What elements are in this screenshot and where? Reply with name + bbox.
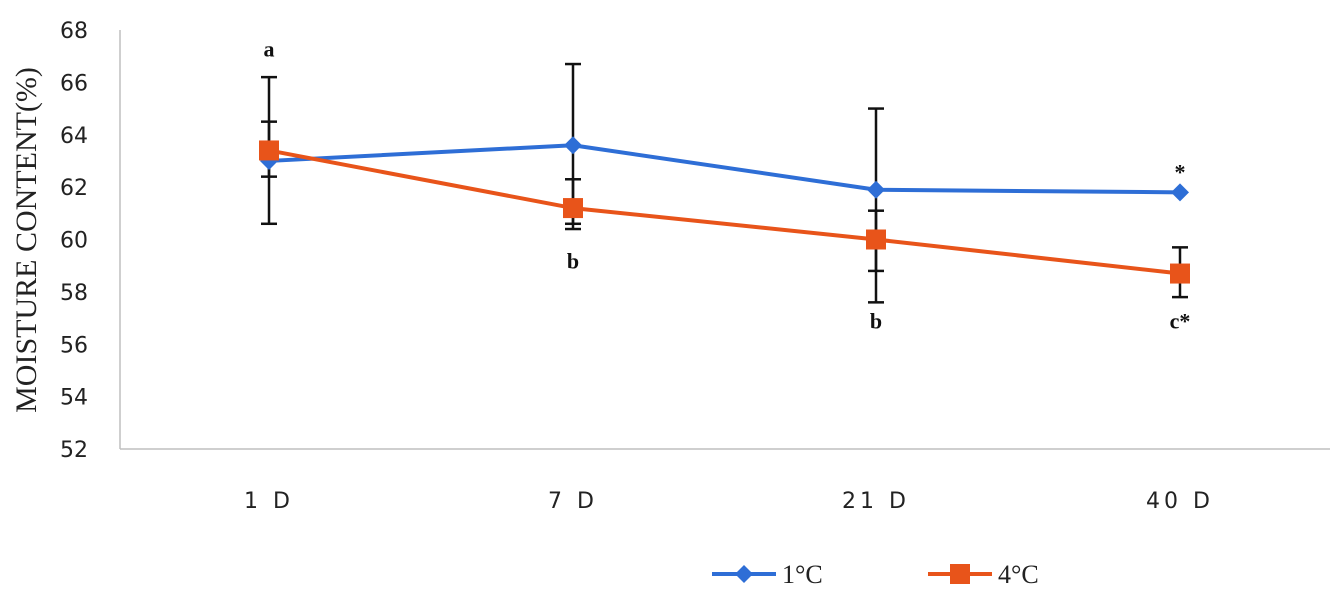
legend-label: 1°C [782,560,823,589]
data-point [867,180,885,199]
data-point [866,229,886,250]
x-tick-label: 21 D [842,489,910,514]
significance-label: b [870,309,882,334]
y-tick-label: 52 [60,438,88,463]
y-tick-label: 66 [60,71,88,96]
data-point [563,198,583,219]
significance-label: a [264,36,275,61]
legend-label: 4°C [998,560,1039,589]
x-tick-label: 1 D [244,489,294,514]
significance-label: * [1175,159,1186,184]
x-tick-label: 7 D [548,489,598,514]
legend-marker [735,565,753,583]
significance-label: c* [1170,309,1191,334]
x-tick-label: 40 D [1146,489,1214,514]
legend-marker [950,564,970,584]
y-tick-label: 58 [60,281,88,306]
significance-label: b [567,248,579,273]
y-tick-label: 68 [60,19,88,44]
data-point [1170,263,1190,284]
y-tick-label: 62 [60,176,88,201]
annotations: a b b * c* [264,36,1191,333]
series-layer [259,136,1190,284]
y-tick-label: 60 [60,229,88,254]
y-axis-label: MOISTURE CONTENT(%) [10,67,43,413]
data-point [564,136,582,155]
axes: 52 54 56 58 60 62 64 66 68 MOISTURE CONTENT(%) 1 D… [10,19,1330,514]
error-bars [261,62,1188,304]
y-tick-label: 64 [60,124,88,149]
data-point [1171,183,1189,202]
data-point [259,140,279,161]
series-line [268,148,1181,276]
series-line [268,143,1181,195]
y-tick-label: 56 [60,333,88,358]
legend: 1°C 4°C [712,560,1039,589]
y-tick-label: 54 [60,386,88,411]
